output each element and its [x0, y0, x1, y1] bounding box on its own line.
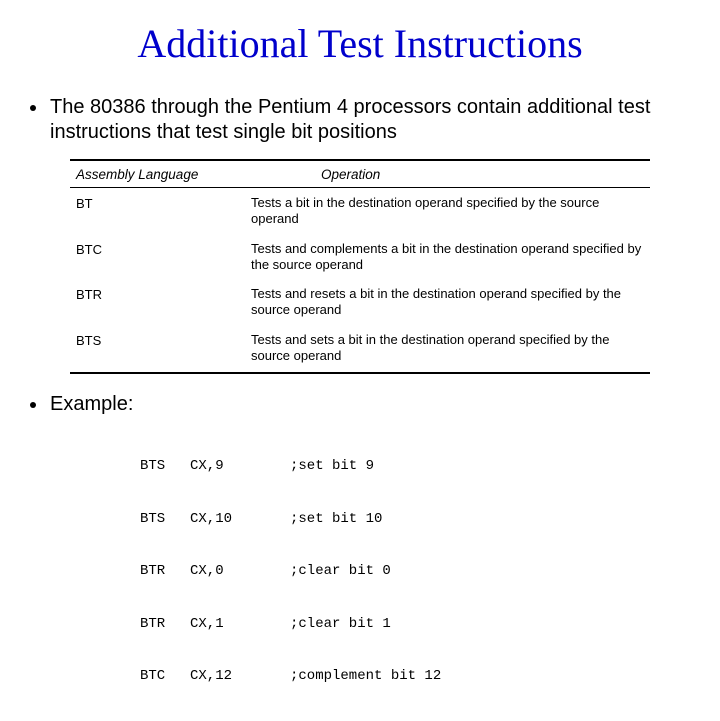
- code-args: CX,9: [190, 458, 290, 476]
- bullet-item: The 80386 through the Pentium 4 processo…: [0, 95, 720, 145]
- bullet-text: Example:: [50, 392, 133, 417]
- cell-operation: Tests and sets a bit in the destination …: [251, 332, 650, 365]
- table-bottom-rule: [70, 372, 650, 374]
- code-instr: BTC: [140, 668, 190, 686]
- code-line: BTR CX,0 ;clear bit 0: [140, 563, 720, 581]
- code-instr: BTS: [140, 511, 190, 529]
- table-header-lang: Assembly Language: [70, 167, 251, 182]
- cell-operation: Tests and resets a bit in the destinatio…: [251, 286, 650, 319]
- code-line: BTS CX,9 ;set bit 9: [140, 458, 720, 476]
- code-comment: ;complement bit 12: [290, 668, 441, 686]
- bullet-dot-icon: [30, 402, 36, 408]
- table-row: BTR Tests and resets a bit in the destin…: [70, 279, 650, 325]
- code-line: BTS CX,10 ;set bit 10: [140, 511, 720, 529]
- code-comment: ;clear bit 0: [290, 563, 391, 581]
- cell-operation: Tests and complements a bit in the desti…: [251, 241, 650, 274]
- slide-title: Additional Test Instructions: [0, 0, 720, 77]
- code-args: CX,1: [190, 616, 290, 634]
- code-comment: ;set bit 10: [290, 511, 382, 529]
- code-instr: BTR: [140, 616, 190, 634]
- code-comment: ;set bit 9: [290, 458, 374, 476]
- code-line: BTR CX,1 ;clear bit 1: [140, 616, 720, 634]
- instruction-table: Assembly Language Operation BT Tests a b…: [70, 159, 650, 374]
- table-row: BTS Tests and sets a bit in the destinat…: [70, 325, 650, 371]
- cell-operation: Tests a bit in the destination operand s…: [251, 195, 650, 228]
- code-comment: ;clear bit 1: [290, 616, 391, 634]
- table-row: BTC Tests and complements a bit in the d…: [70, 234, 650, 280]
- cell-mnemonic: BTS: [70, 332, 251, 365]
- code-args: CX,10: [190, 511, 290, 529]
- table-row: BT Tests a bit in the destination operan…: [70, 188, 650, 234]
- slide: Additional Test Instructions The 80386 t…: [0, 0, 720, 540]
- bullet-item: Example:: [0, 392, 720, 417]
- cell-mnemonic: BTC: [70, 241, 251, 274]
- table-header-row: Assembly Language Operation: [70, 159, 650, 188]
- code-args: CX,12: [190, 668, 290, 686]
- code-instr: BTR: [140, 563, 190, 581]
- bullet-dot-icon: [30, 105, 36, 111]
- code-args: CX,0: [190, 563, 290, 581]
- cell-mnemonic: BT: [70, 195, 251, 228]
- code-instr: BTS: [140, 458, 190, 476]
- bullet-text: The 80386 through the Pentium 4 processo…: [50, 95, 690, 145]
- cell-mnemonic: BTR: [70, 286, 251, 319]
- code-example: BTS CX,9 ;set bit 9 BTS CX,10 ;set bit 1…: [140, 423, 720, 721]
- code-line: BTC CX,12 ;complement bit 12: [140, 668, 720, 686]
- table-header-op: Operation: [251, 167, 650, 182]
